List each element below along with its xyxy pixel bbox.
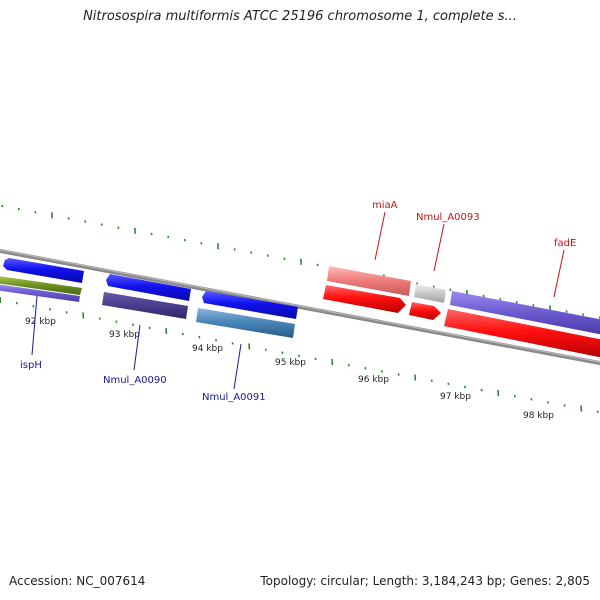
scale-label-94: 94 kbp <box>192 344 223 354</box>
topology-summary: Topology: circular; Length: 3,184,243 bp… <box>260 574 590 588</box>
scale-label-98: 98 kbp <box>523 411 554 421</box>
gene-label-ispH[interactable]: ispH <box>20 360 42 371</box>
gene-nmul-a0091-outer[interactable] <box>202 291 298 319</box>
gene-nmul-a0093-pseudo[interactable] <box>414 284 446 303</box>
leader-nmul-a0093 <box>433 223 445 272</box>
leader-ispH <box>31 295 38 356</box>
outer-tick-row <box>1 204 600 319</box>
gene-label-nmul-a0091[interactable]: Nmul_A0091 <box>202 392 266 403</box>
gene-ispH-inner-green[interactable] <box>0 276 82 295</box>
scale-label-92: 92 kbp <box>25 317 56 327</box>
sequence-title: Nitrosospira multiformis ATCC 25196 chro… <box>83 9 517 24</box>
leader-nmul-a0090 <box>133 324 141 371</box>
gene-ispH-outer[interactable] <box>3 258 84 283</box>
gene-nmul-a0090-outer[interactable] <box>106 274 191 301</box>
accession-label: Accession: NC_007614 <box>9 574 146 588</box>
leader-nmul-a0091 <box>233 343 242 390</box>
scale-label-95: 95 kbp <box>275 358 306 368</box>
gene-nmul-a0093-inner[interactable] <box>409 302 441 320</box>
scale-label-93: 93 kbp <box>109 330 140 340</box>
inner-tick-row <box>0 296 599 413</box>
chromosome-backbone <box>0 248 600 366</box>
scale-label-97: 97 kbp <box>440 392 471 402</box>
leader-fadE <box>553 249 565 298</box>
gene-fadE-inner[interactable] <box>444 309 600 358</box>
gene-label-nmul-a0090[interactable]: Nmul_A0090 <box>103 375 167 386</box>
gene-label-nmul-a0093[interactable]: Nmul_A0093 <box>416 212 480 223</box>
scale-label-96: 96 kbp <box>358 375 389 385</box>
gene-nmul-a0090-inner[interactable] <box>102 292 188 319</box>
gene-miaA-rna[interactable] <box>327 266 411 296</box>
gene-miaA-inner[interactable] <box>323 285 406 313</box>
gene-fadE-outer[interactable] <box>450 291 600 335</box>
gene-nmul-a0091-inner[interactable] <box>196 308 295 338</box>
chromosome-backbone-highlight <box>0 249 600 363</box>
gene-ispH-inner-purple[interactable] <box>0 284 80 302</box>
gene-label-miaA[interactable]: miaA <box>372 200 398 211</box>
gene-label-fadE[interactable]: fadE <box>554 238 576 249</box>
leader-miaA <box>374 211 386 261</box>
